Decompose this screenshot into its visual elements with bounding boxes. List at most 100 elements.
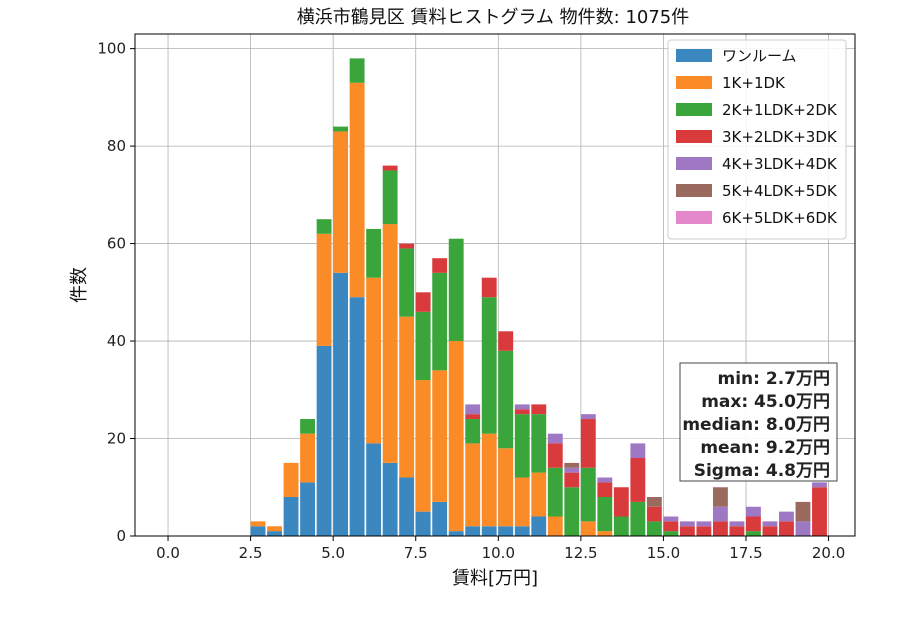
bar-s3-bin28 [712,521,728,536]
stats-line-2: median: 8.0万円 [682,415,830,435]
bar-s1-bin5 [333,131,349,273]
bar-s4-bin30 [746,506,761,517]
x-tick-label-5: 12.5 [564,544,597,562]
stats-line-0: min: 2.7万円 [718,369,830,389]
legend-label-4: 4K+3LDK+4DK [722,155,838,173]
bar-s2-bin3 [300,419,315,434]
bar-s0-bin15 [498,526,514,536]
bar-s4-bin13 [465,404,481,415]
legend-swatch-6 [676,211,712,224]
bar-s3-bin13 [465,414,481,420]
legend-frame [667,39,847,240]
bar-s2-bin18 [547,467,563,517]
bar-s1-bin15 [498,448,514,527]
stats-line-4: Sigma: 4.8万円 [694,461,830,481]
bar-s1-bin20 [580,521,596,536]
y-tick-label-0: 0 [116,527,126,545]
bar-s4-bin21 [597,477,613,483]
bar-s3-bin9 [399,243,415,249]
bar-s1-bin2 [283,462,299,498]
bar-s2-bin8 [382,170,398,225]
bar-s3-bin23 [630,458,646,502]
bar-s3-bin29 [729,526,745,536]
legend-label-5: 5K+4LDK+5DK [722,182,838,200]
bar-s3-bin25 [663,521,679,532]
legend-swatch-5 [676,184,712,197]
bar-s3-bin22 [613,487,629,517]
bar-s2-bin12 [448,238,464,342]
legend-label-2: 2K+1LDK+2DK [722,101,838,119]
bar-s4-bin27 [696,521,712,527]
bar-s5-bin19 [564,462,580,468]
bar-s1-bin18 [547,516,563,536]
bar-s4-bin19 [564,467,580,473]
bar-s1-bin1 [267,526,282,532]
bar-s1-bin4 [316,233,332,346]
y-axis-ticks: 0 20 40 60 80 100 [97,40,135,545]
bar-s3-bin10 [415,292,431,312]
bar-s4-bin20 [580,414,596,420]
y-tick-label-5: 100 [97,40,126,58]
bar-s0-bin16 [514,526,530,536]
y-axis-label: 件数 [69,267,90,303]
bar-s1-bin14 [481,433,497,527]
bar-s2-bin21 [597,497,613,532]
bar-s2-bin19 [564,487,580,536]
legend-label-0: ワンルーム [722,47,797,65]
bar-s4-bin34 [812,482,827,488]
bar-s4-bin25 [663,516,679,522]
bar-s3-bin34 [812,487,827,536]
stats-frame [679,362,838,482]
x-tick-label-3: 7.5 [404,544,428,562]
bar-s0-bin14 [481,526,497,536]
bar-s4-bin26 [679,521,695,527]
bar-s1-bin17 [531,472,547,517]
bar-s0-bin6 [349,297,365,536]
y-tick-label-3: 60 [107,235,126,253]
bar-s0-bin7 [366,443,382,536]
bar-s3-bin19 [564,472,580,488]
x-tick-label-6: 15.0 [647,544,680,562]
legend-swatch-2 [676,103,712,116]
bar-s1-bin0 [250,521,266,527]
legend: ワンルーム 1K+1DK 2K+1LDK+2DK 3K+2LDK+3DK 4K+3LDK… [667,39,847,240]
legend-swatch-1 [676,76,712,89]
bar-s2-bin6 [349,58,365,83]
bar-s1-bin7 [366,277,382,444]
bar-s3-bin8 [382,165,398,171]
bar-s2-bin30 [746,531,761,536]
y-tick-label-4: 80 [107,137,126,155]
bar-s3-bin30 [746,516,761,532]
stats-line-1: max: 45.0万円 [701,392,830,412]
bar-s2-bin4 [316,219,332,234]
bar-s4-bin32 [779,511,794,522]
bar-s1-bin8 [382,224,398,463]
bar-s2-bin9 [399,248,415,317]
stats-box: min: 2.7万円 max: 45.0万円 median: 8.0万円 mean: … [679,362,838,482]
bar-s5-bin33 [795,501,811,522]
bar-s2-bin7 [366,228,382,278]
bar-s0-bin12 [448,531,464,536]
bar-s0-bin10 [415,511,431,536]
bar-s0-bin11 [432,501,448,536]
bars [250,58,827,536]
bar-s0-bin0 [250,526,266,536]
x-tick-label-8: 20.0 [812,544,845,562]
legend-label-6: 6K+5LDK+6DK [722,209,838,227]
bar-s1-bin10 [415,380,431,512]
bar-s4-bin16 [514,404,530,410]
bar-s4-bin23 [630,443,646,459]
bar-s2-bin17 [531,414,547,473]
legend-swatch-3 [676,130,712,143]
bar-s2-bin11 [432,272,448,371]
bar-s0-bin5 [333,272,349,536]
bar-s1-bin11 [432,370,448,502]
bar-s1-bin9 [399,316,415,478]
bar-s1-bin21 [597,531,613,536]
legend-swatch-4 [676,157,712,170]
y-tick-label-2: 40 [107,332,126,350]
bar-s0-bin2 [283,497,299,536]
bar-s3-bin17 [531,404,547,415]
bar-s0-bin3 [300,482,315,536]
